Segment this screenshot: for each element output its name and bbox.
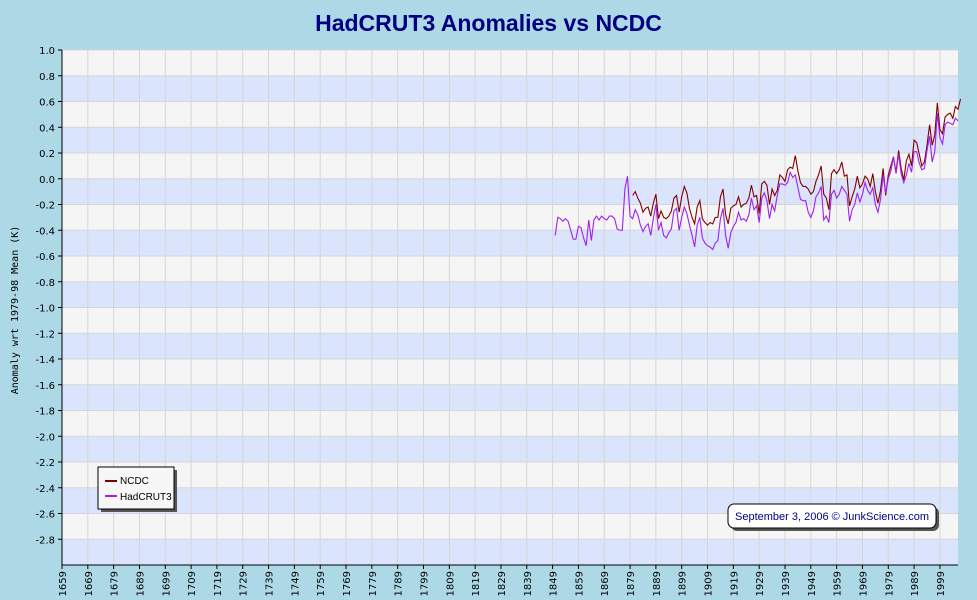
legend-box <box>97 466 175 510</box>
x-tick-label: 1909 <box>704 571 715 596</box>
x-tick-label: 1939 <box>781 571 792 596</box>
y-tick-label: 1.0 <box>39 46 55 57</box>
legend: NCDC HadCRUT3 <box>97 466 177 512</box>
y-tick-label: 0.6 <box>39 98 55 109</box>
series-line-hadcrut3 <box>554 113 959 251</box>
grid-lines <box>61 49 958 565</box>
x-tick-label: 1979 <box>884 571 895 596</box>
y-tick-label: -1.8 <box>35 407 55 418</box>
x-tick-label: 1659 <box>58 571 69 596</box>
plot-band <box>62 178 958 205</box>
x-tick-label: 1749 <box>290 571 301 596</box>
x-tick-label: 1759 <box>316 571 327 596</box>
x-tick-label: 1769 <box>342 571 353 596</box>
y-tick-label: -1.0 <box>35 304 55 315</box>
x-tick-label: 1709 <box>187 571 198 596</box>
x-tick-label: 1989 <box>910 571 921 596</box>
x-tick-label: 1929 <box>755 571 766 596</box>
legend-label-ncdc: NCDC <box>120 476 149 487</box>
plot-band <box>62 539 958 565</box>
x-tick-label: 1869 <box>600 571 611 596</box>
x-tick-label: 1809 <box>445 571 456 596</box>
x-tick-label: 1739 <box>265 571 276 596</box>
x-tick-label: 1999 <box>936 571 947 596</box>
series-line-ncdc <box>632 98 962 226</box>
x-tick-label: 1839 <box>523 571 534 596</box>
x-tick-label: 1889 <box>652 571 663 596</box>
y-axis-label: Anomaly wrt 1979-98 Mean (K) <box>10 226 21 395</box>
legend-label-hadcrut3: HadCRUT3 <box>120 492 172 503</box>
x-tick-label: 1669 <box>84 571 95 596</box>
y-tick-label: -0.4 <box>35 226 55 237</box>
date-note-box <box>727 503 937 529</box>
x-tick-label: 1859 <box>574 571 585 596</box>
x-tick-label: 1799 <box>419 571 430 596</box>
x-tick-label: 1819 <box>471 571 482 596</box>
x-tick-label: 1949 <box>807 571 818 596</box>
y-tick-label: -0.8 <box>35 278 55 289</box>
plot-band <box>62 127 958 153</box>
x-tick-label: 1959 <box>833 571 844 596</box>
x-tick-label: 1699 <box>161 571 172 596</box>
y-tick-label: -0.6 <box>35 252 55 263</box>
plot-band <box>62 281 958 308</box>
y-tick-label: -2.4 <box>35 484 55 495</box>
y-tick-label: -1.4 <box>35 355 55 366</box>
plot-band <box>62 436 958 462</box>
y-tick-label: -1.6 <box>35 381 55 392</box>
x-tick-label: 1879 <box>626 571 637 596</box>
x-tick-label: 1779 <box>368 571 379 596</box>
series-lines <box>554 98 962 251</box>
x-tick-label: 1679 <box>110 571 121 596</box>
x-tick-label: 1899 <box>678 571 689 596</box>
y-tick-label: -0.2 <box>35 201 55 212</box>
x-tick-label: 1969 <box>858 571 869 596</box>
x-tick-label: 1789 <box>394 571 405 596</box>
plot-band <box>62 333 958 359</box>
y-tick-label: -2.0 <box>35 432 55 443</box>
date-note: September 3, 2006 © JunkScience.com <box>727 503 939 531</box>
x-tick-label: 1829 <box>497 571 508 596</box>
y-tick-label: 0.8 <box>39 72 55 83</box>
x-tick-label: 1729 <box>239 571 250 596</box>
y-tick-label: -2.6 <box>35 510 55 521</box>
plot-band <box>62 230 958 256</box>
y-tick-labels: 1.0 0.8 0.6 0.4 0.2 0.0 -0.2 -0.4 -0.6 -0.8 -1.0 -1… <box>35 46 62 546</box>
chart-title: HadCRUT3 Anomalies vs NCDC <box>315 10 662 36</box>
y-tick-label: -2.8 <box>35 535 55 546</box>
plot-band <box>62 75 958 102</box>
date-note-text: September 3, 2006 © JunkScience.com <box>735 511 929 523</box>
y-tick-label: 0.4 <box>39 123 55 134</box>
x-tick-label: 1919 <box>729 571 740 596</box>
plot-band <box>62 384 958 411</box>
y-tick-label: 0.0 <box>39 175 55 186</box>
y-tick-label: 0.2 <box>39 149 55 160</box>
y-tick-label: -2.2 <box>35 458 55 469</box>
x-tick-label: 1689 <box>135 571 146 596</box>
y-tick-label: -1.2 <box>35 329 55 340</box>
x-tick-labels: 1659 1669 1679 1689 1699 1709 1719 1729 1739 1749… <box>58 565 947 596</box>
x-tick-label: 1849 <box>549 571 560 596</box>
x-tick-label: 1719 <box>213 571 224 596</box>
